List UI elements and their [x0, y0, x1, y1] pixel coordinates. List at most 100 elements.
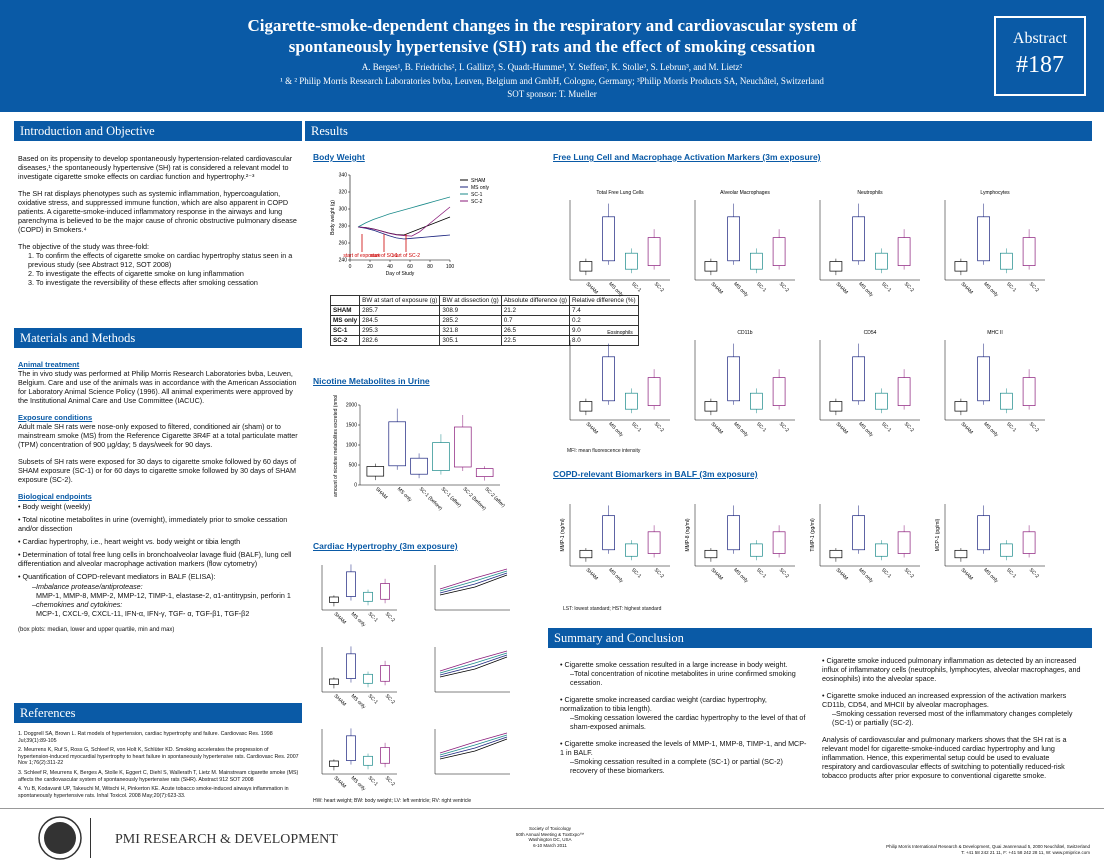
note: LST: lowest standard; HST: highest stand…: [563, 606, 662, 612]
curve: [357, 216, 451, 236]
box: [1000, 252, 1013, 270]
box: [602, 515, 615, 551]
x-tick-label: SC-1: [630, 281, 642, 293]
y-axis-label: MCP-1 (pg/ml): [935, 518, 941, 551]
x-tick-label: MS only: [396, 486, 413, 503]
element: Biological endpoints: [18, 492, 92, 501]
x-tick-label: MS only: [350, 611, 367, 628]
chart-title: COPD-relevant Biomarkers in BALF (3m exp…: [553, 469, 758, 479]
box: [363, 673, 373, 684]
x-tick-label: SC-2: [1028, 281, 1040, 293]
title: Cigarette-smoke-dependent changes in the…: [247, 16, 857, 35]
chart-title: Nicotine Metabolites in Urine: [313, 376, 430, 386]
element: 2. To investigate the effects of cigaret…: [28, 269, 244, 278]
x-tick-label: SC-2 (after): [483, 486, 506, 509]
element: MMP-1, MMP-8, MMP-2, MMP-12, TIMP-1, ela…: [36, 591, 291, 600]
x-tick-label: MS only: [982, 567, 999, 584]
curve: [357, 196, 451, 228]
box: [1022, 531, 1036, 554]
note: MFI: mean fluorescence intensity: [567, 448, 641, 454]
x-tick-label: MS only: [982, 281, 999, 298]
box: [380, 583, 390, 600]
authors: A. Berges¹, B. Friedrichs², I. Gallitz³,…: [361, 62, 743, 72]
y-axis-label: MMP-1 (ng/ml): [560, 518, 566, 551]
x-tick-label: MS only: [607, 421, 624, 438]
box: [897, 377, 911, 406]
abstract-box: [994, 16, 1086, 96]
x-tick-label: MS only: [350, 775, 367, 792]
box: [647, 531, 661, 554]
table-cell: 285.2: [439, 315, 502, 326]
curve: [439, 570, 508, 592]
element: –chemokines and cytokines:: [32, 600, 123, 609]
element: 50th Annual Meeting & ToxExpo™: [515, 831, 585, 837]
abstract-number: #187: [1016, 52, 1064, 78]
curve: [439, 568, 508, 590]
element: BW at start of exposure (g) BW at dissect…: [329, 295, 639, 306]
x-tick-label: MS only: [857, 281, 874, 298]
x-tick-label: MS only: [732, 567, 749, 584]
box: [346, 735, 356, 761]
element: • Cigarette smoke increased the levels o…: [560, 739, 807, 757]
box: [366, 466, 385, 477]
x-tick-label: SHAM: [333, 611, 347, 625]
table-cell: 282.6: [359, 335, 441, 346]
box: [954, 261, 968, 272]
box: [579, 549, 593, 559]
table-cell: 295.3: [359, 325, 441, 336]
x-tick-label: SC-1: [880, 281, 892, 293]
element: [90, 818, 91, 858]
element: Adult male SH rats were nose-only expose…: [18, 422, 298, 449]
abstract-label: Abstract: [1012, 30, 1068, 47]
section-heading: Introduction and Objective: [14, 121, 302, 141]
x-tick-label: 20: [367, 264, 373, 270]
element: –Imbalance protease/antiprotease:: [32, 582, 143, 591]
element: The objective of the study was three-fol…: [18, 242, 150, 251]
panel-title: CD54: [864, 330, 877, 336]
box: [977, 356, 990, 402]
x-tick-label: MS only: [732, 281, 749, 298]
curve: [357, 226, 451, 240]
x-tick-label: MS only: [607, 281, 624, 298]
address: Philip Morris International Research & D…: [790, 844, 1090, 855]
box: [750, 252, 763, 270]
intro-text: Based on its propensity to develop spont…: [18, 154, 300, 287]
box: [346, 653, 356, 679]
table-cell: SC-1: [329, 325, 361, 336]
x-tick-label: MS only: [857, 567, 874, 584]
element: • Quantification of COPD-relevant mediat…: [18, 572, 216, 581]
annotation: start of exposure: [343, 253, 380, 259]
x-tick-label: SC-1: [367, 775, 379, 787]
x-tick-label: SHAM: [834, 567, 848, 581]
box: [1022, 377, 1036, 406]
table-cell: BW at start of exposure (g): [359, 295, 441, 306]
x-tick-label: SC-1 (after): [440, 486, 463, 509]
box: [829, 401, 843, 412]
box: [875, 392, 888, 410]
box: [380, 665, 390, 682]
element: 1. To confirm the effects of cigarette s…: [28, 251, 293, 269]
element: 4. Yu B, Kodavanti UP, Takeuchi M, Witsc…: [18, 786, 289, 799]
element: –Smoking cessation lowered the cardiac h…: [570, 713, 806, 731]
x-tick-label: SC-1: [367, 693, 379, 705]
summary-right: • Cigarette smoke induced pulmonary infl…: [822, 656, 1084, 780]
x-tick-label: SHAM: [709, 281, 723, 295]
curve: [439, 732, 508, 754]
element: Exposure conditions: [18, 413, 93, 422]
title: spontaneously hypertensive (SH) rats and…: [288, 37, 816, 56]
x-tick-label: MS only: [350, 693, 367, 710]
box: [954, 401, 968, 412]
x-tick-label: SC-1: [880, 567, 892, 579]
x-tick-label: SHAM: [834, 421, 848, 435]
sponsor: SOT sponsor: T. Mueller: [507, 89, 597, 99]
y-tick-label: 280: [339, 224, 348, 230]
x-tick-label: SC-1: [755, 281, 767, 293]
box: [454, 426, 472, 468]
x-tick-label: SC-1: [630, 421, 642, 433]
box: [727, 356, 740, 402]
element: Society of Toxicology: [529, 826, 571, 831]
y-tick-label: 500: [349, 463, 358, 469]
element: • Determination of total free lung cells…: [18, 550, 292, 568]
box: [750, 392, 763, 410]
x-tick-label: SC-1: [1005, 281, 1017, 293]
